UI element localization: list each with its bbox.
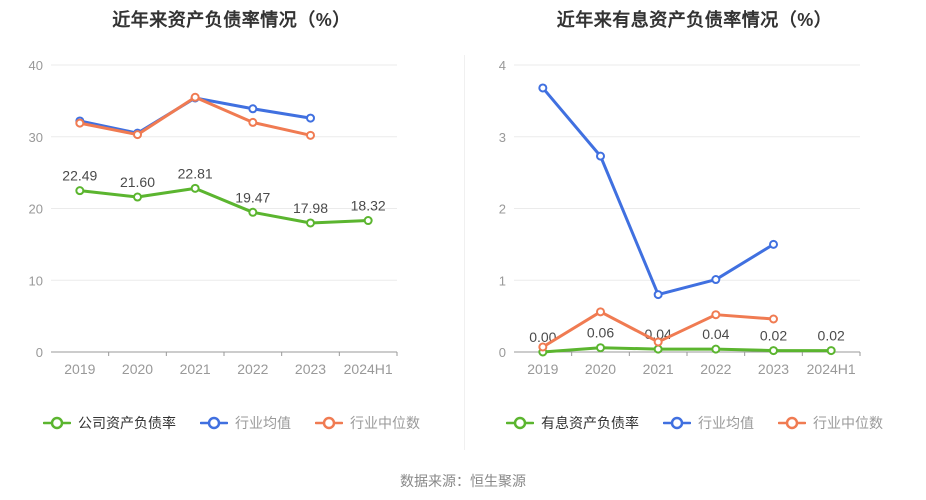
y-axis-label: 20 bbox=[29, 202, 43, 217]
legend-label: 公司资产负债率 bbox=[78, 415, 176, 431]
x-axis-label: 2022 bbox=[237, 361, 268, 377]
x-axis-label: 2024H1 bbox=[807, 361, 856, 377]
legend-label: 行业中位数 bbox=[813, 415, 883, 431]
data-point bbox=[538, 83, 548, 93]
legend-item-industry-average[interactable]: 行业均值 bbox=[663, 413, 754, 433]
legend-item-industry-median[interactable]: 行业中位数 bbox=[315, 413, 420, 433]
series-industry-median bbox=[538, 307, 778, 352]
data-point bbox=[769, 314, 778, 324]
data-point bbox=[190, 183, 200, 193]
data-point bbox=[538, 342, 548, 352]
line-chart-debt-ratio: 0 10 20 30 40 2019 2020 2021 2022 2023 2024H1 22.49… bbox=[29, 58, 398, 377]
legend-item-industry-average[interactable]: 行业均值 bbox=[200, 413, 291, 433]
data-label: 18.32 bbox=[351, 198, 386, 214]
series-line bbox=[541, 346, 833, 354]
data-point bbox=[306, 130, 315, 140]
data-label: 22.49 bbox=[62, 168, 97, 184]
chart-title-interest-debt-ratio: 近年来有息资产负债率情况（%） bbox=[556, 10, 833, 30]
data-point bbox=[653, 290, 663, 300]
data-label: 22.81 bbox=[178, 165, 213, 181]
y-axis-label: 30 bbox=[29, 130, 43, 145]
legend-marker-icon bbox=[778, 416, 806, 430]
data-point bbox=[653, 344, 663, 354]
legend-label: 行业中位数 bbox=[350, 415, 420, 431]
series-company-debt-ratio bbox=[75, 183, 373, 228]
x-axis-label: 2024H1 bbox=[344, 361, 393, 377]
data-point bbox=[596, 343, 605, 353]
y-axis-label: 4 bbox=[499, 58, 506, 73]
data-point bbox=[248, 207, 258, 217]
data-point bbox=[769, 239, 778, 249]
data-point bbox=[711, 275, 721, 285]
legend-marker-icon bbox=[200, 416, 228, 430]
data-point bbox=[711, 310, 721, 320]
y-axis-label: 2 bbox=[499, 202, 506, 217]
data-label: 0.02 bbox=[760, 328, 787, 344]
x-axis-label: 2019 bbox=[64, 361, 95, 377]
data-label: 21.60 bbox=[120, 174, 155, 190]
y-axis-label: 40 bbox=[29, 58, 43, 73]
data-point bbox=[711, 344, 721, 354]
chart-panel-debt-ratio: 近年来资产负债率情况（%） 0 10 20 30 40 2019 2020 2021 2022 2… bbox=[0, 0, 463, 455]
charts-row: 近年来资产负债率情况（%） 0 10 20 30 40 2019 2020 2021 2022 2… bbox=[0, 0, 926, 455]
data-point bbox=[133, 130, 142, 140]
data-point bbox=[596, 307, 605, 317]
data-point bbox=[75, 118, 85, 128]
data-point bbox=[190, 92, 200, 102]
data-point bbox=[596, 151, 605, 161]
x-axis-label: 2023 bbox=[758, 361, 789, 377]
y-axis-label: 3 bbox=[499, 130, 506, 145]
series-industry-average bbox=[538, 83, 778, 300]
data-point bbox=[769, 346, 778, 356]
data-point bbox=[363, 216, 373, 226]
legend-marker-icon bbox=[663, 416, 691, 430]
x-axis-label: 2020 bbox=[585, 361, 616, 377]
legend-item-company-debt-ratio[interactable]: 公司资产负债率 bbox=[43, 413, 176, 433]
x-axis-label: 2023 bbox=[295, 361, 326, 377]
y-axis-label: 1 bbox=[499, 273, 506, 288]
x-axis-label: 2021 bbox=[180, 361, 211, 377]
series-line bbox=[541, 86, 775, 297]
legend-item-interest-bearing-debt-ratio[interactable]: 有息资产负债率 bbox=[506, 413, 639, 433]
series-industry-median bbox=[75, 92, 315, 140]
data-point bbox=[248, 117, 258, 127]
legend-debt-ratio: 公司资产负债率 行业均值 行业中位数 bbox=[0, 413, 463, 433]
data-label: 19.47 bbox=[235, 189, 270, 205]
data-label: 0.02 bbox=[818, 328, 845, 344]
data-point bbox=[306, 218, 315, 228]
panel-divider bbox=[464, 55, 465, 450]
data-point bbox=[248, 104, 258, 114]
legend-item-industry-median[interactable]: 行业中位数 bbox=[778, 413, 883, 433]
series-line bbox=[78, 95, 312, 137]
data-point bbox=[133, 192, 142, 202]
chart-panel-interest-debt-ratio: 近年来有息资产负债率情况（%） 0 1 2 3 4 2019 2020 2021 2022 202… bbox=[463, 0, 926, 455]
legend-label: 有息资产负债率 bbox=[541, 415, 639, 431]
series-line bbox=[78, 186, 370, 225]
x-axis-label: 2020 bbox=[122, 361, 153, 377]
legend-marker-icon bbox=[43, 416, 71, 430]
data-label: 0.04 bbox=[702, 326, 729, 342]
y-axis-label: 0 bbox=[499, 345, 506, 360]
y-axis-label: 10 bbox=[29, 273, 43, 288]
chart-title-debt-ratio: 近年来资产负债率情况（%） bbox=[112, 10, 351, 30]
data-point bbox=[75, 186, 85, 196]
data-source: 数据来源：恒生聚源 bbox=[400, 473, 526, 489]
data-label: 17.98 bbox=[293, 200, 328, 216]
x-axis-label: 2022 bbox=[700, 361, 731, 377]
x-axis-label: 2019 bbox=[527, 361, 558, 377]
x-axis-label: 2021 bbox=[643, 361, 674, 377]
legend-label: 行业均值 bbox=[235, 415, 291, 431]
data-label: 0.06 bbox=[587, 325, 614, 341]
data-point bbox=[306, 113, 315, 123]
legend-interest-debt-ratio: 有息资产负债率 行业均值 行业中位数 bbox=[463, 413, 926, 433]
legend-marker-icon bbox=[315, 416, 343, 430]
legend-label: 行业均值 bbox=[698, 415, 754, 431]
y-axis-label: 0 bbox=[36, 345, 43, 360]
data-point bbox=[653, 337, 663, 347]
data-point bbox=[826, 346, 836, 356]
legend-marker-icon bbox=[506, 416, 534, 430]
